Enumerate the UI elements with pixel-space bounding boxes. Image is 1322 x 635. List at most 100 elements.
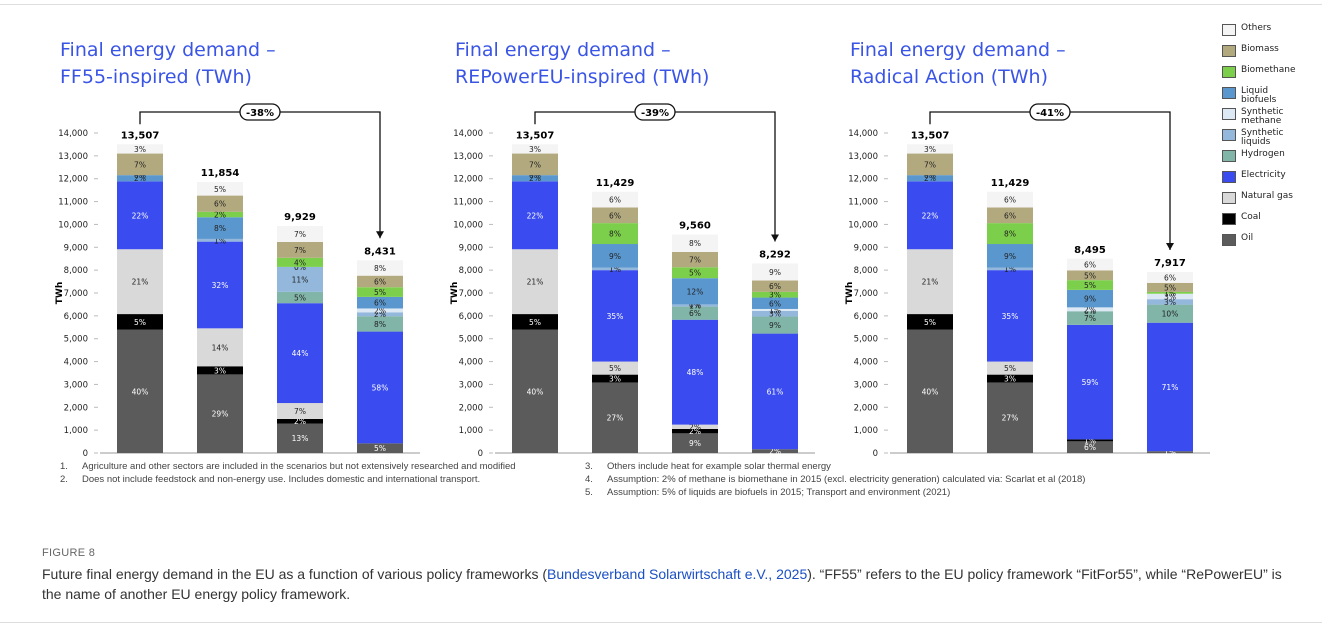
data-label: 9%	[609, 252, 621, 261]
legend-swatch	[1222, 87, 1236, 99]
data-label: 48%	[687, 368, 704, 377]
data-label: 10%	[1162, 310, 1179, 319]
bar-segment	[357, 287, 403, 297]
legend-entry: Biomass	[1222, 45, 1322, 66]
data-label: 44%	[292, 349, 309, 358]
bar-segment	[357, 296, 403, 309]
total-label: 9,560	[679, 220, 711, 231]
bar-segment	[907, 181, 953, 250]
bar-segment	[197, 366, 243, 375]
data-label: 6%	[1004, 196, 1016, 205]
data-label: 1%	[1164, 448, 1176, 457]
bar-segment	[512, 329, 558, 453]
bar-segment	[672, 319, 718, 425]
bar-segment	[592, 382, 638, 453]
y-tick-label: 3,000	[459, 380, 483, 390]
bar-segment	[117, 181, 163, 250]
arrow-head	[771, 234, 779, 242]
data-label: 7%	[294, 246, 306, 255]
footnote-marker: 3.	[585, 461, 593, 472]
data-label: 0%	[1084, 307, 1096, 316]
legend-label: Biomethane	[1241, 65, 1296, 75]
y-tick-label: 12,000	[453, 175, 483, 185]
bar-segment	[117, 153, 163, 176]
y-tick-label: 7,000	[64, 289, 88, 299]
y-tick-label: 2,000	[64, 403, 88, 413]
chart-title: Final energy demand –	[455, 39, 671, 61]
bar-segment	[672, 424, 718, 429]
data-label: 7%	[924, 160, 936, 169]
bar-segment	[277, 291, 323, 304]
bar-segment	[117, 314, 163, 330]
bar-segment	[117, 329, 163, 453]
legend-label: Synthetic liquids	[1241, 128, 1284, 147]
chart-title: FF55-inspired (TWh)	[60, 66, 252, 88]
y-axis-label: TWh	[450, 282, 460, 304]
legend-label: Biomass	[1241, 44, 1279, 54]
y-tick-label: 2,000	[854, 403, 878, 413]
data-label: 3%	[1164, 292, 1176, 301]
legend-label: Coal	[1241, 212, 1261, 222]
data-label: 7%	[294, 407, 306, 416]
data-label: 71%	[1162, 383, 1179, 392]
total-label: 13,507	[911, 130, 950, 141]
y-tick-label: 4,000	[854, 358, 878, 368]
bar-segment	[512, 153, 558, 176]
footnote: 4. Assumption: 2% of methane is biomethan…	[585, 474, 1085, 485]
caption-text: Future final energy demand in the EU as …	[42, 566, 548, 582]
footnote: 3. Others include heat for example solar …	[585, 461, 831, 472]
total-label: 7,917	[1154, 258, 1186, 269]
total-label: 9,929	[284, 212, 316, 223]
bar-segment	[512, 314, 558, 330]
bar-segment	[672, 428, 718, 434]
y-tick-label: 8,000	[64, 266, 88, 276]
legend-swatch	[1222, 45, 1236, 57]
legend-swatch	[1222, 150, 1236, 162]
y-tick-label: 2,000	[459, 403, 483, 413]
legend-swatch	[1222, 213, 1236, 225]
data-label: 11%	[292, 275, 309, 284]
y-tick-label: 3,000	[854, 380, 878, 390]
bar-segment	[752, 449, 798, 453]
bottom-rule	[0, 622, 1322, 623]
y-tick-label: 1,000	[854, 426, 878, 436]
bar-segment	[987, 191, 1033, 208]
data-label: 3%	[134, 145, 146, 154]
total-label: 8,292	[759, 249, 791, 260]
bar-segment	[1067, 439, 1113, 442]
legend-swatch	[1222, 234, 1236, 246]
caption-link[interactable]: Bundesverband Solarwirtschaft e.V., 2025	[547, 566, 808, 582]
legend-label: Others	[1241, 23, 1272, 33]
legend-entry: Biomethane	[1222, 66, 1322, 87]
legend-label: Natural gas	[1241, 191, 1293, 201]
bar-segment	[987, 374, 1033, 383]
data-label: 8%	[214, 224, 226, 233]
data-label: 6%	[214, 200, 226, 209]
y-tick-label: 14,000	[453, 129, 483, 139]
y-tick-label: 10,000	[848, 220, 878, 230]
data-label: 61%	[767, 387, 784, 396]
legend-entry: Oil	[1222, 234, 1322, 255]
data-label: 1%	[1084, 436, 1096, 445]
footnote: 1. Agriculture and other sectors are incl…	[60, 461, 516, 472]
data-label: 3%	[1164, 298, 1176, 307]
change-label: -41%	[1036, 108, 1064, 119]
legend-entry: Electricity	[1222, 171, 1322, 192]
y-tick-label: 13,000	[453, 152, 483, 162]
data-label: 5%	[609, 364, 621, 373]
legend-swatch	[1222, 129, 1236, 141]
data-label: 35%	[607, 312, 624, 321]
bar-segment	[1147, 304, 1193, 323]
y-tick-label: 10,000	[453, 220, 483, 230]
data-label: 9%	[1084, 295, 1096, 304]
legend-entry: Others	[1222, 24, 1322, 45]
bar-segment	[907, 329, 953, 453]
y-tick-label: 6,000	[459, 312, 483, 322]
total-label: 13,507	[121, 130, 160, 141]
data-label: 5%	[134, 318, 146, 327]
data-label: 58%	[372, 383, 389, 392]
data-label: 9%	[1004, 252, 1016, 261]
data-label: 59%	[1082, 378, 1099, 387]
y-tick-label: 11,000	[848, 198, 878, 208]
bar-segment	[357, 443, 403, 453]
